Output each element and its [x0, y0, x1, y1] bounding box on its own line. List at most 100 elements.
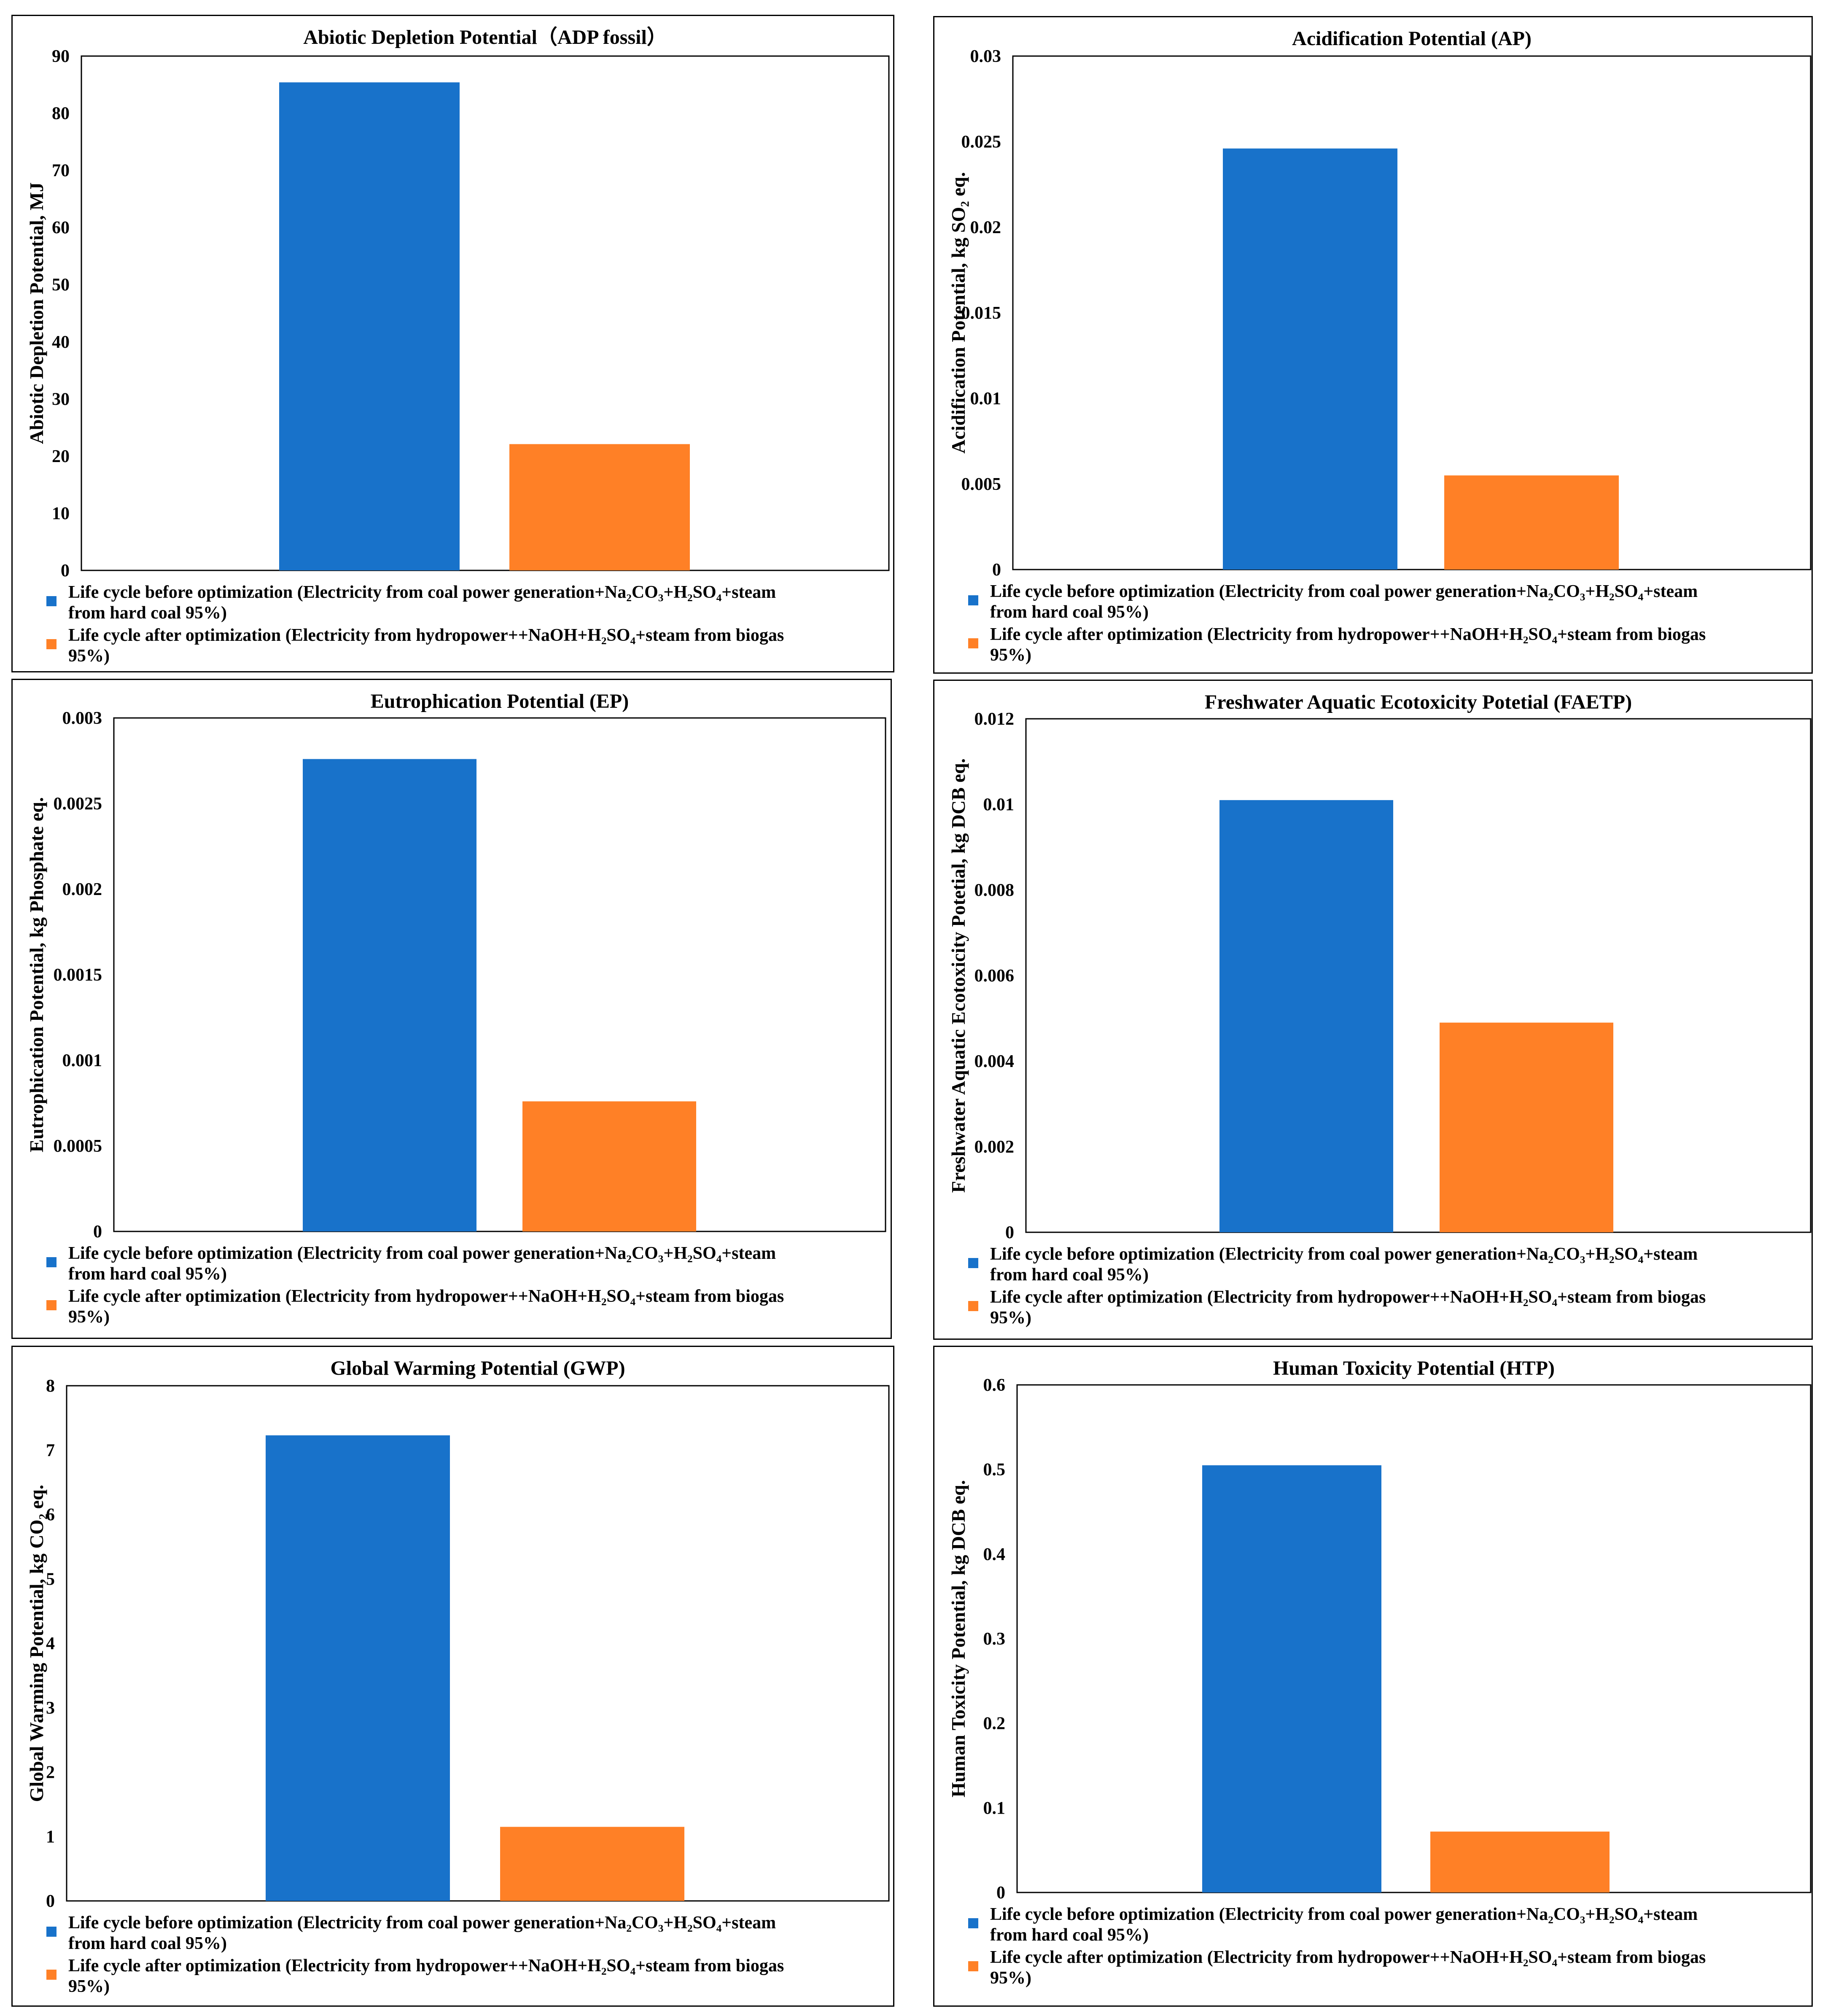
- y-tick-label: 0.6: [983, 1376, 1006, 1395]
- y-tick-label: 0.001: [62, 1051, 102, 1070]
- y-tick-label: 3: [46, 1699, 55, 1718]
- legend-label-before: from hard coal 95%): [68, 1934, 227, 1953]
- y-tick-label: 20: [52, 447, 70, 466]
- y-tick-label: 8: [46, 1376, 55, 1396]
- bar-after-optimization: [500, 1827, 684, 1901]
- legend-label-before: from hard coal 95%): [990, 602, 1149, 622]
- plot-area: [113, 717, 886, 1232]
- y-tick-label: 0.4: [983, 1545, 1006, 1564]
- y-tick-label: 0.3: [983, 1629, 1006, 1649]
- chart-panel-faetp: Freshwater Aquatic Ecotoxicity Potetial …: [933, 680, 1813, 1340]
- legend-label-after: 95%): [68, 646, 110, 666]
- legend-swatch-before: [46, 1927, 57, 1937]
- y-tick-label: 0.1: [983, 1798, 1006, 1818]
- y-tick-label: 0.025: [961, 132, 1001, 152]
- legend-label-after: Life cycle after optimization (Electrici…: [990, 625, 1706, 644]
- bar-after-optimization: [1444, 475, 1619, 570]
- y-tick-label: 0: [996, 1883, 1005, 1903]
- y-tick-label: 4: [46, 1634, 55, 1653]
- y-tick-label: 40: [52, 333, 70, 352]
- y-tick-label: 0.01: [983, 795, 1015, 814]
- y-tick-label: 2: [46, 1763, 55, 1782]
- y-axis-label: Human Toxicity Potential, kg DCB eq.: [947, 1480, 969, 1798]
- y-axis-label: Eutrophication Potential, kg Phosphate e…: [26, 797, 47, 1153]
- legend-label-before: Life cycle before optimization (Electric…: [68, 583, 776, 602]
- bar-before-optimization: [279, 82, 460, 570]
- legend-label-after: 95%): [68, 1307, 110, 1327]
- legend-swatch-after: [968, 1961, 978, 1971]
- y-tick-label: 0.5: [983, 1460, 1006, 1480]
- y-axis-label: Freshwater Aquatic Ecotoxicity Potetial,…: [947, 758, 969, 1193]
- legend-swatch-before: [46, 596, 57, 606]
- legend-swatch-before: [968, 595, 978, 605]
- legend-label-after: Life cycle after optimization (Electrici…: [68, 1287, 784, 1306]
- chart-title: Freshwater Aquatic Ecotoxicity Potetial …: [1205, 691, 1632, 713]
- chart-title: Abiotic Depletion Potential（ADP fossil）: [303, 26, 667, 48]
- plot-area: [1012, 55, 1812, 570]
- y-tick-label: 0: [46, 1892, 55, 1911]
- legend-swatch-after: [46, 639, 57, 649]
- chart-title: Eutrophication Potential (EP): [371, 690, 629, 712]
- y-tick-label: 80: [52, 104, 70, 124]
- legend-label-before: Life cycle before optimization (Electric…: [68, 1244, 776, 1263]
- y-tick-label: 70: [52, 161, 70, 180]
- y-tick-label: 10: [52, 504, 70, 523]
- y-tick-label: 7: [46, 1441, 55, 1460]
- legend-label-before: Life cycle before optimization (Electric…: [990, 1905, 1698, 1924]
- y-tick-label: 0.03: [970, 47, 1001, 66]
- legend-label-before: from hard coal 95%): [68, 603, 227, 623]
- legend-label-after: Life cycle after optimization (Electrici…: [68, 626, 784, 645]
- chart-faetp: Freshwater Aquatic Ecotoxicity Potetial …: [947, 691, 1812, 1328]
- y-tick-label: 6: [46, 1505, 55, 1525]
- y-tick-label: 5: [46, 1570, 55, 1589]
- y-tick-label: 0.0015: [54, 965, 102, 985]
- bar-before-optimization: [1223, 148, 1397, 570]
- y-tick-label: 0.005: [961, 475, 1001, 494]
- legend-label-after: Life cycle after optimization (Electrici…: [990, 1288, 1706, 1307]
- legend-label-after: 95%): [990, 1308, 1031, 1328]
- bar-after-optimization: [1440, 1022, 1613, 1232]
- legend-label-after: 95%): [68, 1977, 110, 1996]
- chart-panel-gwp: Global Warming Potential (GWP) 0 1 2 3 4 5 6 7 8 G…: [11, 1346, 894, 2007]
- legend-label-before: from hard coal 95%): [990, 1925, 1149, 1945]
- legend-swatch-after: [46, 1970, 57, 1980]
- bar-before-optimization: [303, 759, 476, 1231]
- plot-area: [66, 1385, 890, 1902]
- legend-swatch-before: [968, 1258, 978, 1268]
- y-axis-label: Acidification Potential, kg SO₂ eq.: [947, 172, 969, 454]
- y-axis-label: Abiotic Depletion Potential, MJ: [26, 183, 47, 444]
- y-tick-label: 1: [46, 1827, 55, 1847]
- legend-swatch-after: [968, 638, 978, 648]
- legend-label-after: Life cycle after optimization (Electrici…: [68, 1956, 784, 1976]
- y-tick-label: 60: [52, 218, 70, 238]
- chart-panel-ap: Acidification Potential (AP) 0 0.005 0.01 0.…: [933, 16, 1813, 674]
- y-tick-label: 0.0005: [54, 1137, 102, 1156]
- chart-htp: Human Toxicity Potential (HTP) 0 0.1 0.2 0.3…: [947, 1357, 1812, 1988]
- legend-swatch-before: [46, 1257, 57, 1267]
- legend-label-before: Life cycle before optimization (Electric…: [68, 1913, 776, 1933]
- bar-after-optimization: [522, 1101, 696, 1231]
- y-tick-label: 0.008: [974, 881, 1015, 900]
- legend-label-before: Life cycle before optimization (Electric…: [990, 1245, 1698, 1264]
- legend-swatch-before: [968, 1918, 978, 1928]
- legend-swatch-after: [46, 1300, 57, 1310]
- bar-before-optimization: [266, 1435, 450, 1901]
- y-tick-label: 50: [52, 275, 70, 295]
- y-tick-label: 0.002: [974, 1137, 1015, 1157]
- plot-area: [1025, 718, 1812, 1233]
- chart-panel-htp: Human Toxicity Potential (HTP) 0 0.1 0.2 0.3…: [933, 1346, 1813, 2007]
- chart-panel-ep: Eutrophication Potential (EP) 0 0.0005 0.00…: [11, 679, 892, 1339]
- y-tick-label: 0.006: [974, 966, 1015, 986]
- chart-panel-adp: Abiotic Depletion Potential（ADP fossil） 0…: [11, 15, 894, 672]
- y-tick-label: 0.0025: [54, 794, 102, 814]
- chart-ep: Eutrophication Potential (EP) 0 0.0005 0.00…: [26, 690, 886, 1327]
- y-tick-label: 90: [52, 47, 70, 66]
- y-tick-label: 30: [52, 390, 70, 409]
- chart-gwp: Global Warming Potential (GWP) 0 1 2 3 4 5 6 7 8 G…: [26, 1357, 890, 1996]
- chart-title: Acidification Potential (AP): [1292, 27, 1532, 50]
- y-tick-label: 0: [61, 561, 70, 581]
- legend-label-before: from hard coal 95%): [990, 1265, 1149, 1285]
- y-axis-label: Global Warming Potential, kg CO₂ eq.: [26, 1485, 47, 1802]
- y-tick-label: 0.002: [62, 880, 102, 899]
- plot-area: [1016, 1384, 1812, 1893]
